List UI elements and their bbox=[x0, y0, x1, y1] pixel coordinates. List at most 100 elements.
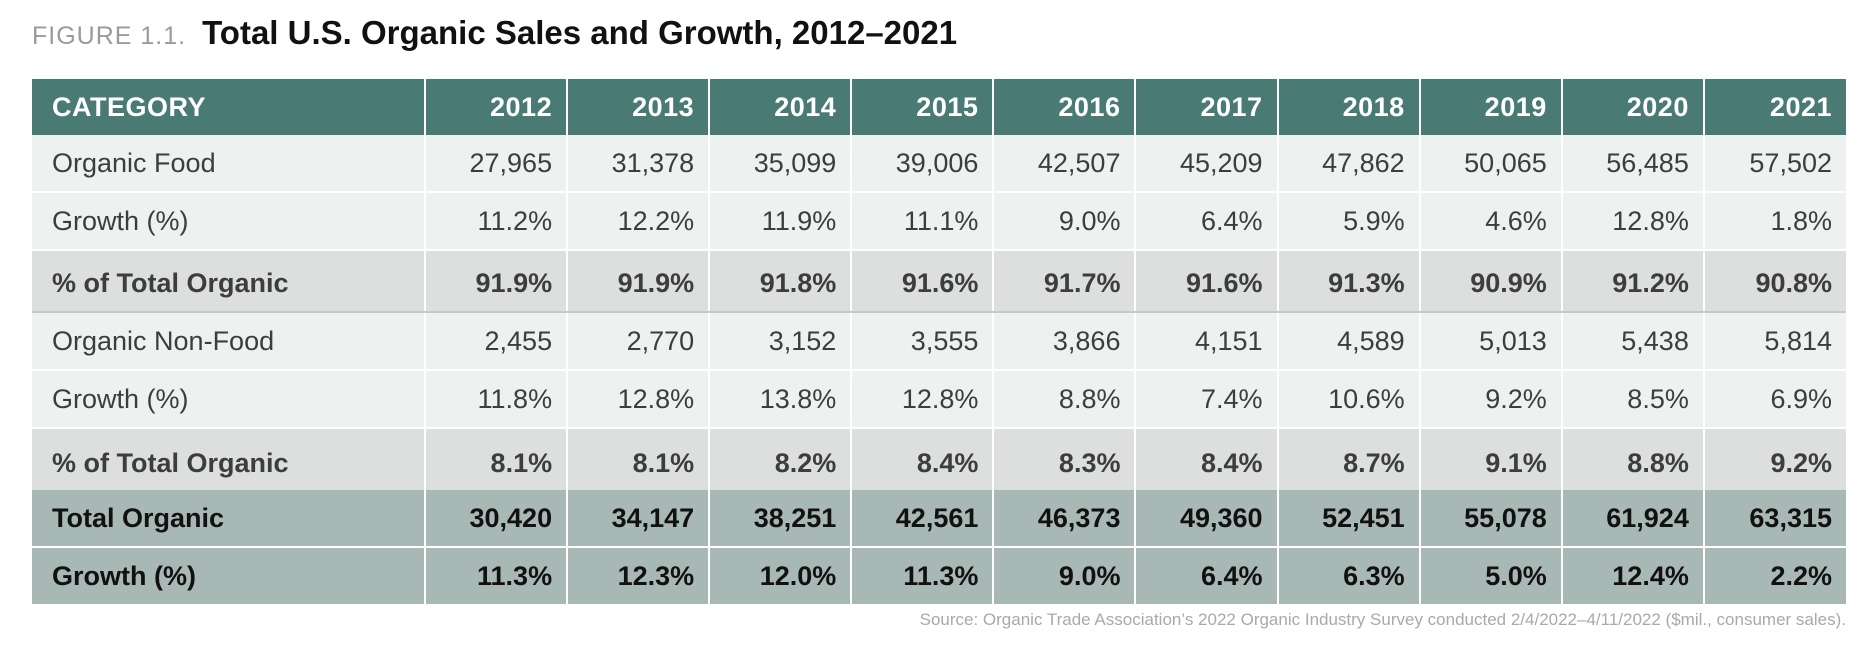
table-row: Growth (%) 11.3% 12.3% 12.0% 11.3% 9.0% 6.4% 6.… bbox=[32, 547, 1846, 606]
table-cell: 5.0% bbox=[1419, 547, 1563, 606]
table-cell: 8.1% bbox=[425, 428, 569, 490]
table-cell: 11.3% bbox=[425, 547, 569, 606]
table-cell: 4,151 bbox=[1135, 312, 1279, 371]
table-cell: 55,078 bbox=[1419, 490, 1563, 548]
table-cell: 91.9% bbox=[425, 250, 569, 313]
table-cell: 57,502 bbox=[1703, 135, 1846, 193]
row-label: Organic Non-Food bbox=[32, 312, 426, 371]
header-year: 2012 bbox=[425, 79, 569, 135]
table-cell: 11.1% bbox=[851, 192, 995, 251]
table-row: Organic Non-Food 2,455 2,770 3,152 3,555 3,86… bbox=[32, 312, 1846, 371]
header-year: 2015 bbox=[851, 79, 995, 135]
table-cell: 3,152 bbox=[709, 312, 853, 371]
table-cell: 12.8% bbox=[851, 370, 995, 429]
table-cell: 91.9% bbox=[567, 250, 711, 313]
table-cell: 1.8% bbox=[1703, 192, 1846, 251]
table-cell: 12.8% bbox=[567, 370, 711, 429]
table-cell: 11.8% bbox=[425, 370, 569, 429]
table-cell: 3,555 bbox=[851, 312, 995, 371]
header-category: CATEGORY bbox=[32, 79, 426, 135]
table-cell: 61,924 bbox=[1561, 490, 1705, 548]
table-cell: 50,065 bbox=[1419, 135, 1563, 193]
table-cell: 12.8% bbox=[1561, 192, 1705, 251]
row-label: Growth (%) bbox=[32, 192, 426, 251]
table-cell: 49,360 bbox=[1135, 490, 1279, 548]
header-year: 2019 bbox=[1419, 79, 1563, 135]
header-year: 2020 bbox=[1561, 79, 1705, 135]
table-cell: 11.9% bbox=[709, 192, 853, 251]
table-row: Growth (%) 11.2% 12.2% 11.9% 11.1% 9.0% 6.4% 5.… bbox=[32, 192, 1846, 251]
table-cell: 6.3% bbox=[1277, 547, 1421, 606]
table-cell: 5,814 bbox=[1703, 312, 1846, 371]
table-cell: 7.4% bbox=[1135, 370, 1279, 429]
row-label: Organic Food bbox=[32, 135, 426, 193]
table-cell: 12.0% bbox=[709, 547, 853, 606]
row-label: Total Organic bbox=[32, 490, 426, 548]
header-year: 2018 bbox=[1277, 79, 1421, 135]
header-year: 2014 bbox=[709, 79, 853, 135]
table-cell: 52,451 bbox=[1277, 490, 1421, 548]
table-cell: 27,965 bbox=[425, 135, 569, 193]
table-cell: 4,589 bbox=[1277, 312, 1421, 371]
figure-heading: Total U.S. Organic Sales and Growth, 201… bbox=[202, 14, 958, 51]
table-cell: 5,438 bbox=[1561, 312, 1705, 371]
table-cell: 34,147 bbox=[567, 490, 711, 548]
table-cell: 12.4% bbox=[1561, 547, 1705, 606]
table-cell: 91.6% bbox=[851, 250, 995, 313]
table-cell: 6.4% bbox=[1135, 547, 1279, 606]
table-row: Organic Food 27,965 31,378 35,099 39,006 42,5… bbox=[32, 135, 1846, 193]
figure-label: FIGURE 1.1. bbox=[32, 22, 187, 50]
table-cell: 8.2% bbox=[709, 428, 853, 490]
row-label: % of Total Organic bbox=[32, 428, 426, 490]
table-cell: 46,373 bbox=[993, 490, 1137, 548]
table-cell: 5,013 bbox=[1419, 312, 1563, 371]
table-cell: 42,507 bbox=[993, 135, 1137, 193]
table-cell: 2.2% bbox=[1703, 547, 1846, 606]
table-cell: 2,770 bbox=[567, 312, 711, 371]
table-cell: 90.9% bbox=[1419, 250, 1563, 313]
table-cell: 8.3% bbox=[993, 428, 1137, 490]
table-cell: 91.8% bbox=[709, 250, 853, 313]
table-cell: 8.8% bbox=[993, 370, 1137, 429]
table-cell: 91.3% bbox=[1277, 250, 1421, 313]
table-cell: 39,006 bbox=[851, 135, 995, 193]
table-cell: 8.1% bbox=[567, 428, 711, 490]
table-cell: 8.7% bbox=[1277, 428, 1421, 490]
row-label: Growth (%) bbox=[32, 370, 426, 429]
row-label: Growth (%) bbox=[32, 547, 426, 606]
table-cell: 8.4% bbox=[1135, 428, 1279, 490]
header-year: 2017 bbox=[1135, 79, 1279, 135]
table-cell: 31,378 bbox=[567, 135, 711, 193]
table-cell: 9.1% bbox=[1419, 428, 1563, 490]
header-year: 2021 bbox=[1703, 79, 1846, 135]
table-cell: 9.2% bbox=[1703, 428, 1846, 490]
table-cell: 5.9% bbox=[1277, 192, 1421, 251]
table-cell: 91.6% bbox=[1135, 250, 1279, 313]
table-cell: 91.2% bbox=[1561, 250, 1705, 313]
organic-sales-table: CATEGORY 2012 2013 2014 2015 2016 2017 2018 201… bbox=[32, 79, 1846, 606]
table-cell: 38,251 bbox=[709, 490, 853, 548]
table-cell: 3,866 bbox=[993, 312, 1137, 371]
table-row: Growth (%) 11.8% 12.8% 13.8% 12.8% 8.8% 7.4% 10… bbox=[32, 370, 1846, 429]
table-body: Organic Food 27,965 31,378 35,099 39,006 42,5… bbox=[32, 135, 1846, 606]
table-cell: 6.9% bbox=[1703, 370, 1846, 429]
table-cell: 9.0% bbox=[993, 192, 1137, 251]
table-cell: 8.4% bbox=[851, 428, 995, 490]
table-row: Total Organic 30,420 34,147 38,251 42,561 46,… bbox=[32, 490, 1846, 548]
table-cell: 63,315 bbox=[1703, 490, 1846, 548]
figure-title: FIGURE 1.1. Total U.S. Organic Sales and… bbox=[32, 14, 957, 64]
table-row: % of Total Organic 91.9% 91.9% 91.8% 91.6% 91… bbox=[32, 250, 1846, 313]
table-cell: 90.8% bbox=[1703, 250, 1846, 313]
table-cell: 91.7% bbox=[993, 250, 1137, 313]
table-row: % of Total Organic 8.1% 8.1% 8.2% 8.4% 8.3% 8.… bbox=[32, 428, 1846, 490]
header-year: 2016 bbox=[993, 79, 1137, 135]
table-cell: 9.0% bbox=[993, 547, 1137, 606]
header-year: 2013 bbox=[567, 79, 711, 135]
table-cell: 42,561 bbox=[851, 490, 995, 548]
table-cell: 8.5% bbox=[1561, 370, 1705, 429]
table-cell: 6.4% bbox=[1135, 192, 1279, 251]
table-cell: 11.3% bbox=[851, 547, 995, 606]
table-cell: 4.6% bbox=[1419, 192, 1563, 251]
table-cell: 12.2% bbox=[567, 192, 711, 251]
